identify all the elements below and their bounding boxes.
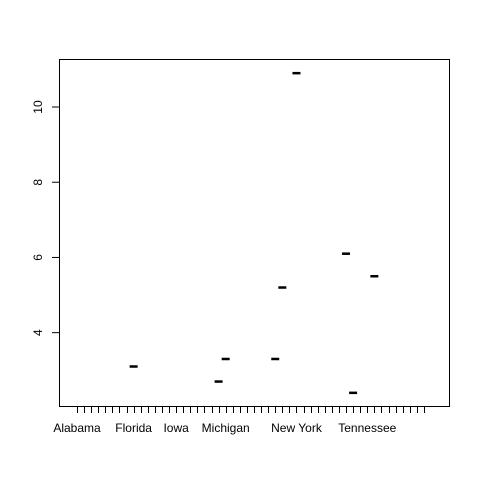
plot-frame [59,59,450,407]
y-tick-label: 4 [31,329,45,336]
data-points [129,71,379,395]
y-axis: 4 6 8 10 [31,100,60,336]
x-tick-label: Tennessee [338,421,396,435]
y-tick-label: 6 [31,254,45,261]
y-tick-label: 8 [31,179,45,186]
x-tick-label: Iowa [163,421,189,435]
x-tick-label: New York [271,421,323,435]
x-tick-label: Florida [115,421,152,435]
x-tick-label: Michigan [202,421,250,435]
x-axis: Alabama Florida Iowa Michigan New York Tennes… [53,406,425,435]
y-tick-label: 10 [31,100,45,114]
x-tick-label: Alabama [53,421,101,435]
